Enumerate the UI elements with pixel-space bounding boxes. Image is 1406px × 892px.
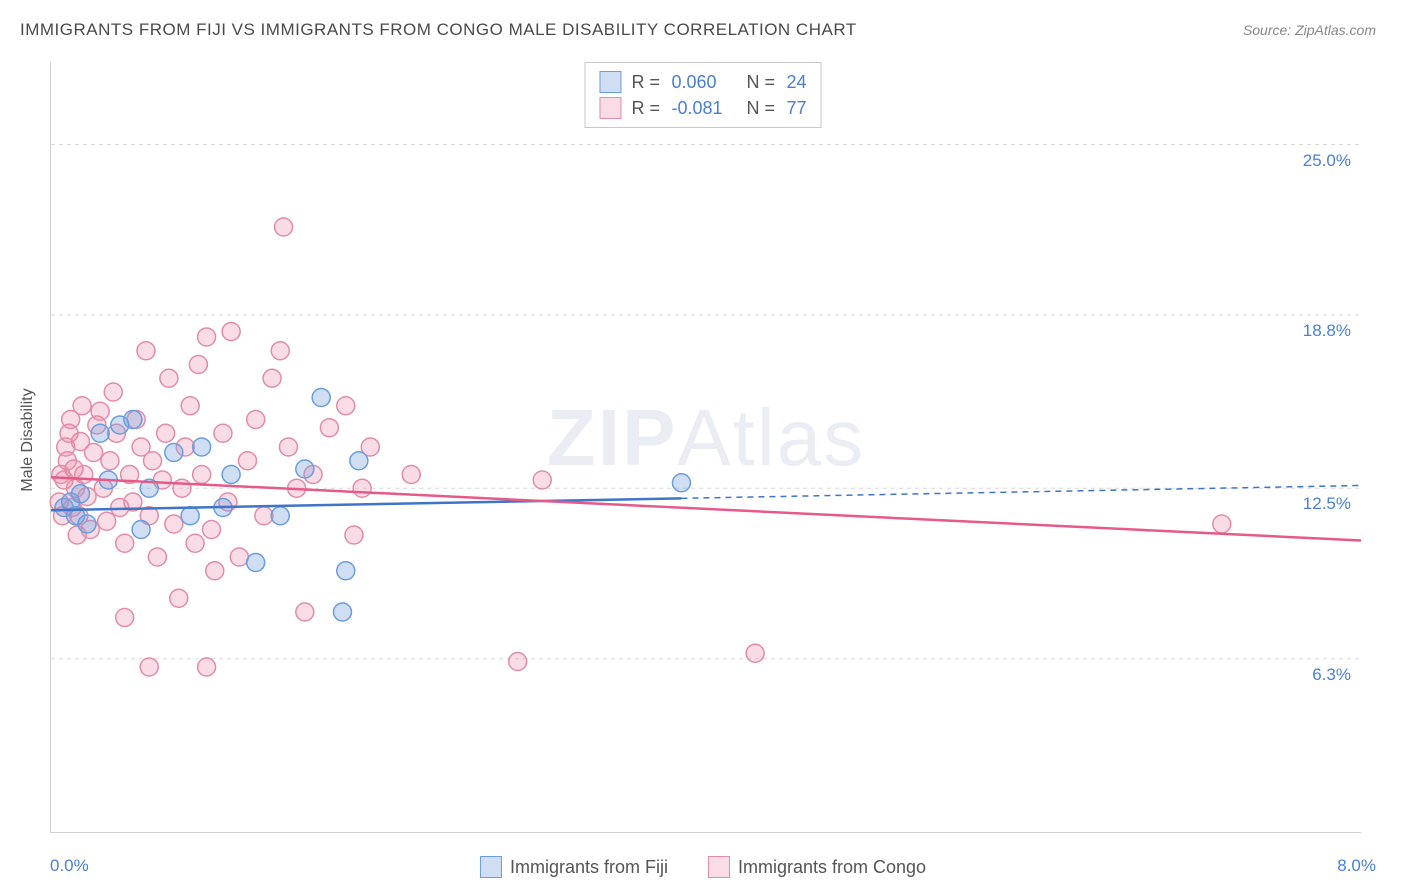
- swatch-congo-bottom: [708, 856, 730, 878]
- series-legend: Immigrants from Fiji Immigrants from Con…: [480, 856, 926, 878]
- legend-n-label: N =: [746, 98, 776, 119]
- swatch-fiji-bottom: [480, 856, 502, 878]
- legend-n-label: N =: [746, 72, 776, 93]
- x-tick-min: 0.0%: [50, 856, 89, 876]
- legend-label-congo: Immigrants from Congo: [738, 857, 926, 878]
- chart-svg: [51, 62, 1361, 832]
- legend-r-value-fiji: 0.060: [671, 72, 736, 93]
- y-tick-label: 12.5%: [1303, 494, 1351, 514]
- source-attribution: Source: ZipAtlas.com: [1243, 22, 1376, 38]
- swatch-congo: [599, 97, 621, 119]
- correlation-legend: R = 0.060 N = 24 R = -0.081 N = 77: [584, 62, 821, 128]
- chart-title: IMMIGRANTS FROM FIJI VS IMMIGRANTS FROM …: [20, 20, 857, 40]
- x-tick-max: 8.0%: [1337, 856, 1376, 876]
- legend-label-fiji: Immigrants from Fiji: [510, 857, 668, 878]
- y-tick-label: 6.3%: [1312, 665, 1351, 685]
- legend-n-value-fiji: 24: [786, 72, 806, 93]
- legend-n-value-congo: 77: [786, 98, 806, 119]
- legend-row-congo: R = -0.081 N = 77: [599, 95, 806, 121]
- y-axis-label: Male Disability: [19, 388, 37, 491]
- legend-r-label: R =: [631, 72, 661, 93]
- legend-r-value-congo: -0.081: [671, 98, 736, 119]
- legend-item-fiji: Immigrants from Fiji: [480, 856, 668, 878]
- legend-row-fiji: R = 0.060 N = 24: [599, 69, 806, 95]
- plot-area: ZIPAtlas 6.3%12.5%18.8%25.0%: [50, 62, 1361, 833]
- legend-item-congo: Immigrants from Congo: [708, 856, 926, 878]
- swatch-fiji: [599, 71, 621, 93]
- legend-r-label: R =: [631, 98, 661, 119]
- y-tick-label: 25.0%: [1303, 151, 1351, 171]
- y-tick-label: 18.8%: [1303, 321, 1351, 341]
